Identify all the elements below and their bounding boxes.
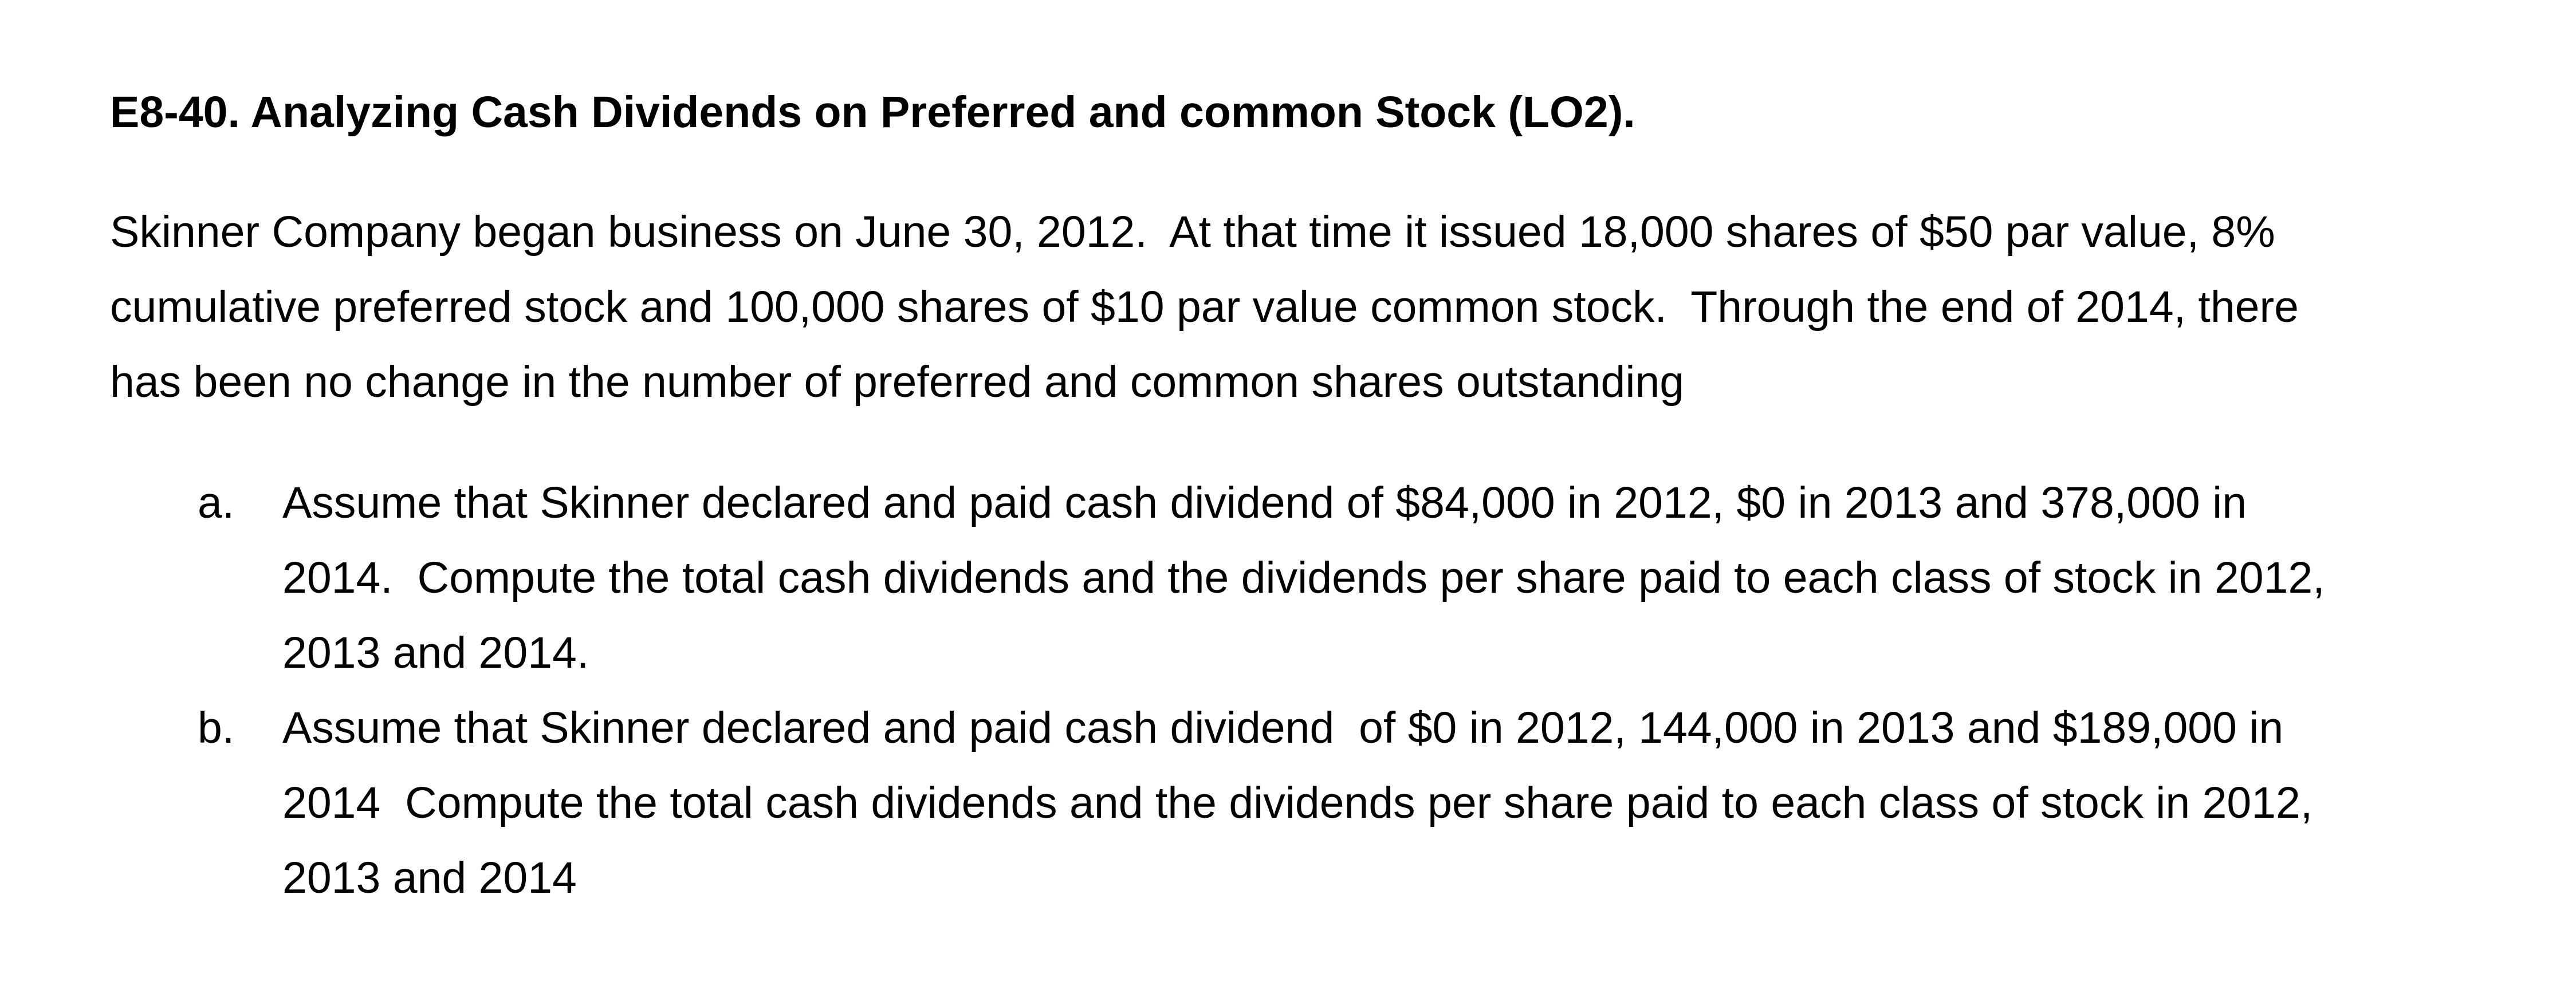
list-item-a: a. Assume that Skinner declared and paid… — [110, 466, 2502, 691]
paragraph-line: Skinner Company began business on June 3… — [110, 207, 2275, 257]
list-item-line: Assume that Skinner declared and paid ca… — [282, 703, 2284, 752]
problem-list: a. Assume that Skinner declared and paid… — [110, 466, 2502, 916]
list-item-line: 2013 and 2014 — [282, 853, 577, 903]
list-item-line: 2014 Compute the total cash dividends an… — [282, 778, 2313, 827]
problem-heading: E8-40. Analyzing Cash Dividends on Prefe… — [110, 88, 1635, 137]
list-item-line: 2014. Compute the total cash dividends a… — [282, 553, 2325, 602]
paragraph-line: has been no change in the number of pref… — [110, 357, 1685, 407]
list-item-line: Assume that Skinner declared and paid ca… — [282, 478, 2247, 527]
intro-paragraph: Skinner Company began business on June 3… — [110, 195, 2502, 420]
list-item-b: b. Assume that Skinner declared and paid… — [110, 691, 2502, 916]
list-item-line: 2013 and 2014. — [282, 628, 589, 677]
list-marker-a: a. — [198, 478, 235, 527]
paragraph-line: cumulative preferred stock and 100,000 s… — [110, 282, 2299, 332]
list-marker-b: b. — [198, 703, 235, 752]
